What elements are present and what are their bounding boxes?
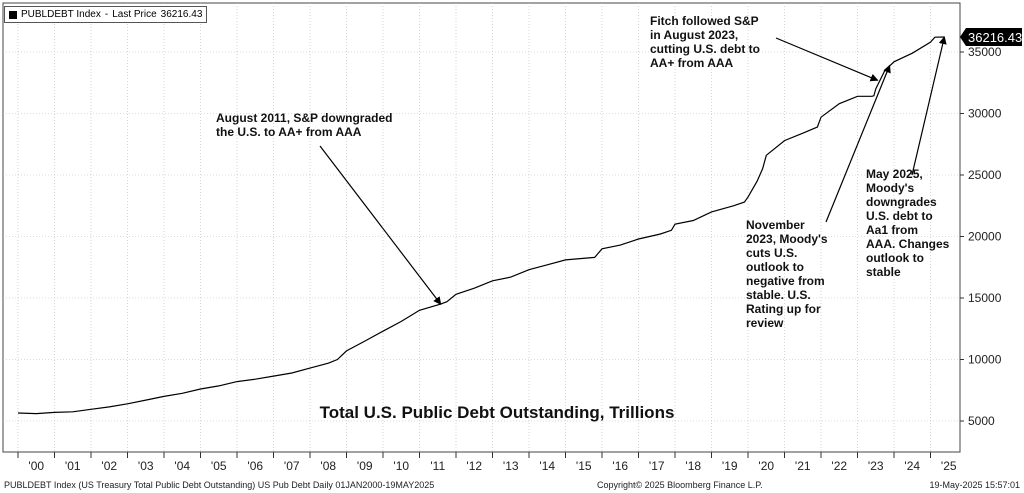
legend-swatch (9, 10, 17, 19)
y-tick-label: 10000 (968, 353, 1002, 367)
annotation-arrow (825, 64, 891, 223)
x-tick-label: '22 (831, 459, 847, 473)
y-tick-label: 35000 (968, 45, 1002, 59)
y-tick-label: 5000 (968, 414, 995, 428)
annotation-text-line: AAA. Changes (866, 237, 950, 251)
x-tick-label: '14 (539, 459, 555, 473)
x-tick-label: '24 (904, 459, 920, 473)
x-tick-label: '02 (101, 459, 117, 473)
y-tick-label: 25000 (968, 168, 1002, 182)
x-tick-label: '10 (393, 459, 409, 473)
x-tick-label: '12 (466, 459, 482, 473)
x-tick-label: '15 (576, 459, 592, 473)
annotation-text-line: cutting U.S. debt to (650, 42, 760, 56)
x-tick-label: '03 (138, 459, 154, 473)
footer-copyright: Copyright© 2025 Bloomberg Finance L.P. (597, 480, 763, 490)
annotation-text-line: outlook to (746, 260, 804, 274)
annotation-text-line: negative from (746, 274, 825, 288)
annotation-text-line: review (746, 316, 784, 330)
annotation-text-line: 2023, Moody's (746, 232, 828, 246)
legend-box: PUBLDEBT Index - Last Price 36216.43 (4, 6, 208, 23)
x-tick-label: '20 (758, 459, 774, 473)
gridlines (2, 2, 961, 453)
last-price-tag-bg (960, 28, 1022, 47)
x-tick-label: '25 (941, 459, 957, 473)
annotation-2: Fitch followed S&Pin August 2023,cutting… (650, 14, 879, 82)
x-tick-label: '00 (28, 459, 44, 473)
annotation-text-line: in August 2023, (650, 28, 738, 42)
y-tick-label: 30000 (968, 107, 1002, 121)
x-tick-label: '08 (320, 459, 336, 473)
x-tick-label: '16 (612, 459, 628, 473)
annotation-text-line: Moody's (866, 181, 915, 195)
y-tick-label: 15000 (968, 291, 1002, 305)
annotation-text-line: downgrades (866, 195, 937, 209)
annotation-text-line: Fitch followed S&P (650, 14, 759, 28)
annotation-text-line: stable. U.S. (746, 288, 811, 302)
plot-frame (2, 2, 961, 453)
x-tick-label: '13 (503, 459, 519, 473)
annotation-text-line: August 2011, S&P downgraded (216, 111, 392, 125)
legend-last-price: 36216.43 (160, 9, 203, 20)
x-tick-label: '18 (685, 459, 701, 473)
x-tick-label: '05 (211, 459, 227, 473)
series-line-0 (17, 36, 945, 415)
annotation-text-line: the U.S. to AA+ from AAA (216, 125, 362, 139)
annotation-arrow (319, 145, 442, 305)
legend-separator: - (104, 9, 109, 20)
annotation-text-line: AA+ from AAA (650, 56, 734, 70)
annotation-text-line: stable (866, 265, 901, 279)
annotation-text-line: outlook to (866, 251, 924, 265)
annotation-text-line: November (746, 218, 805, 232)
annotation-arrow (775, 37, 879, 82)
x-axis: '00 '01 '02 '03 '04 '05 '06 '07 '08 '09 '10 '11 '12 '… (17, 452, 957, 473)
series-layer (17, 36, 945, 415)
footer-source: PUBLDEBT Index (US Treasury Total Public… (4, 480, 435, 490)
chart-title: Total U.S. Public Debt Outstanding, Tril… (320, 403, 675, 422)
annotation-text-line: May 2025, (866, 167, 923, 181)
annotation-text-line: Rating up for (746, 302, 821, 316)
last-price-tag-label: 36216.43 (968, 30, 1022, 45)
x-tick-label: '17 (649, 459, 665, 473)
legend-last-price-label: Last Price (112, 9, 157, 20)
x-tick-label: '06 (247, 459, 263, 473)
annotation-text-line: cuts U.S. (746, 246, 797, 260)
x-tick-label: '19 (722, 459, 738, 473)
annotation-text-line: U.S. debt to (866, 209, 933, 223)
x-tick-label: '01 (65, 459, 81, 473)
x-tick-label: '23 (868, 459, 884, 473)
y-tick-label: 20000 (968, 230, 1002, 244)
x-tick-label: '11 (430, 459, 445, 473)
x-tick-label: '04 (174, 459, 190, 473)
footer-timestamp: 19-May-2025 15:57:01 (929, 480, 1020, 490)
last-price-tag: 36216.43 (960, 28, 1022, 47)
y-axis: 5000 10000 15000 20000 25000 30000 3500036216.… (960, 28, 1022, 428)
legend-ticker: PUBLDEBT Index (21, 9, 101, 20)
x-tick-label: '07 (284, 459, 300, 473)
x-tick-label: '09 (357, 459, 373, 473)
annotation-text-line: Aa1 from (866, 223, 918, 237)
annotation-arrow (911, 36, 947, 176)
x-tick-label: '21 (795, 459, 811, 473)
